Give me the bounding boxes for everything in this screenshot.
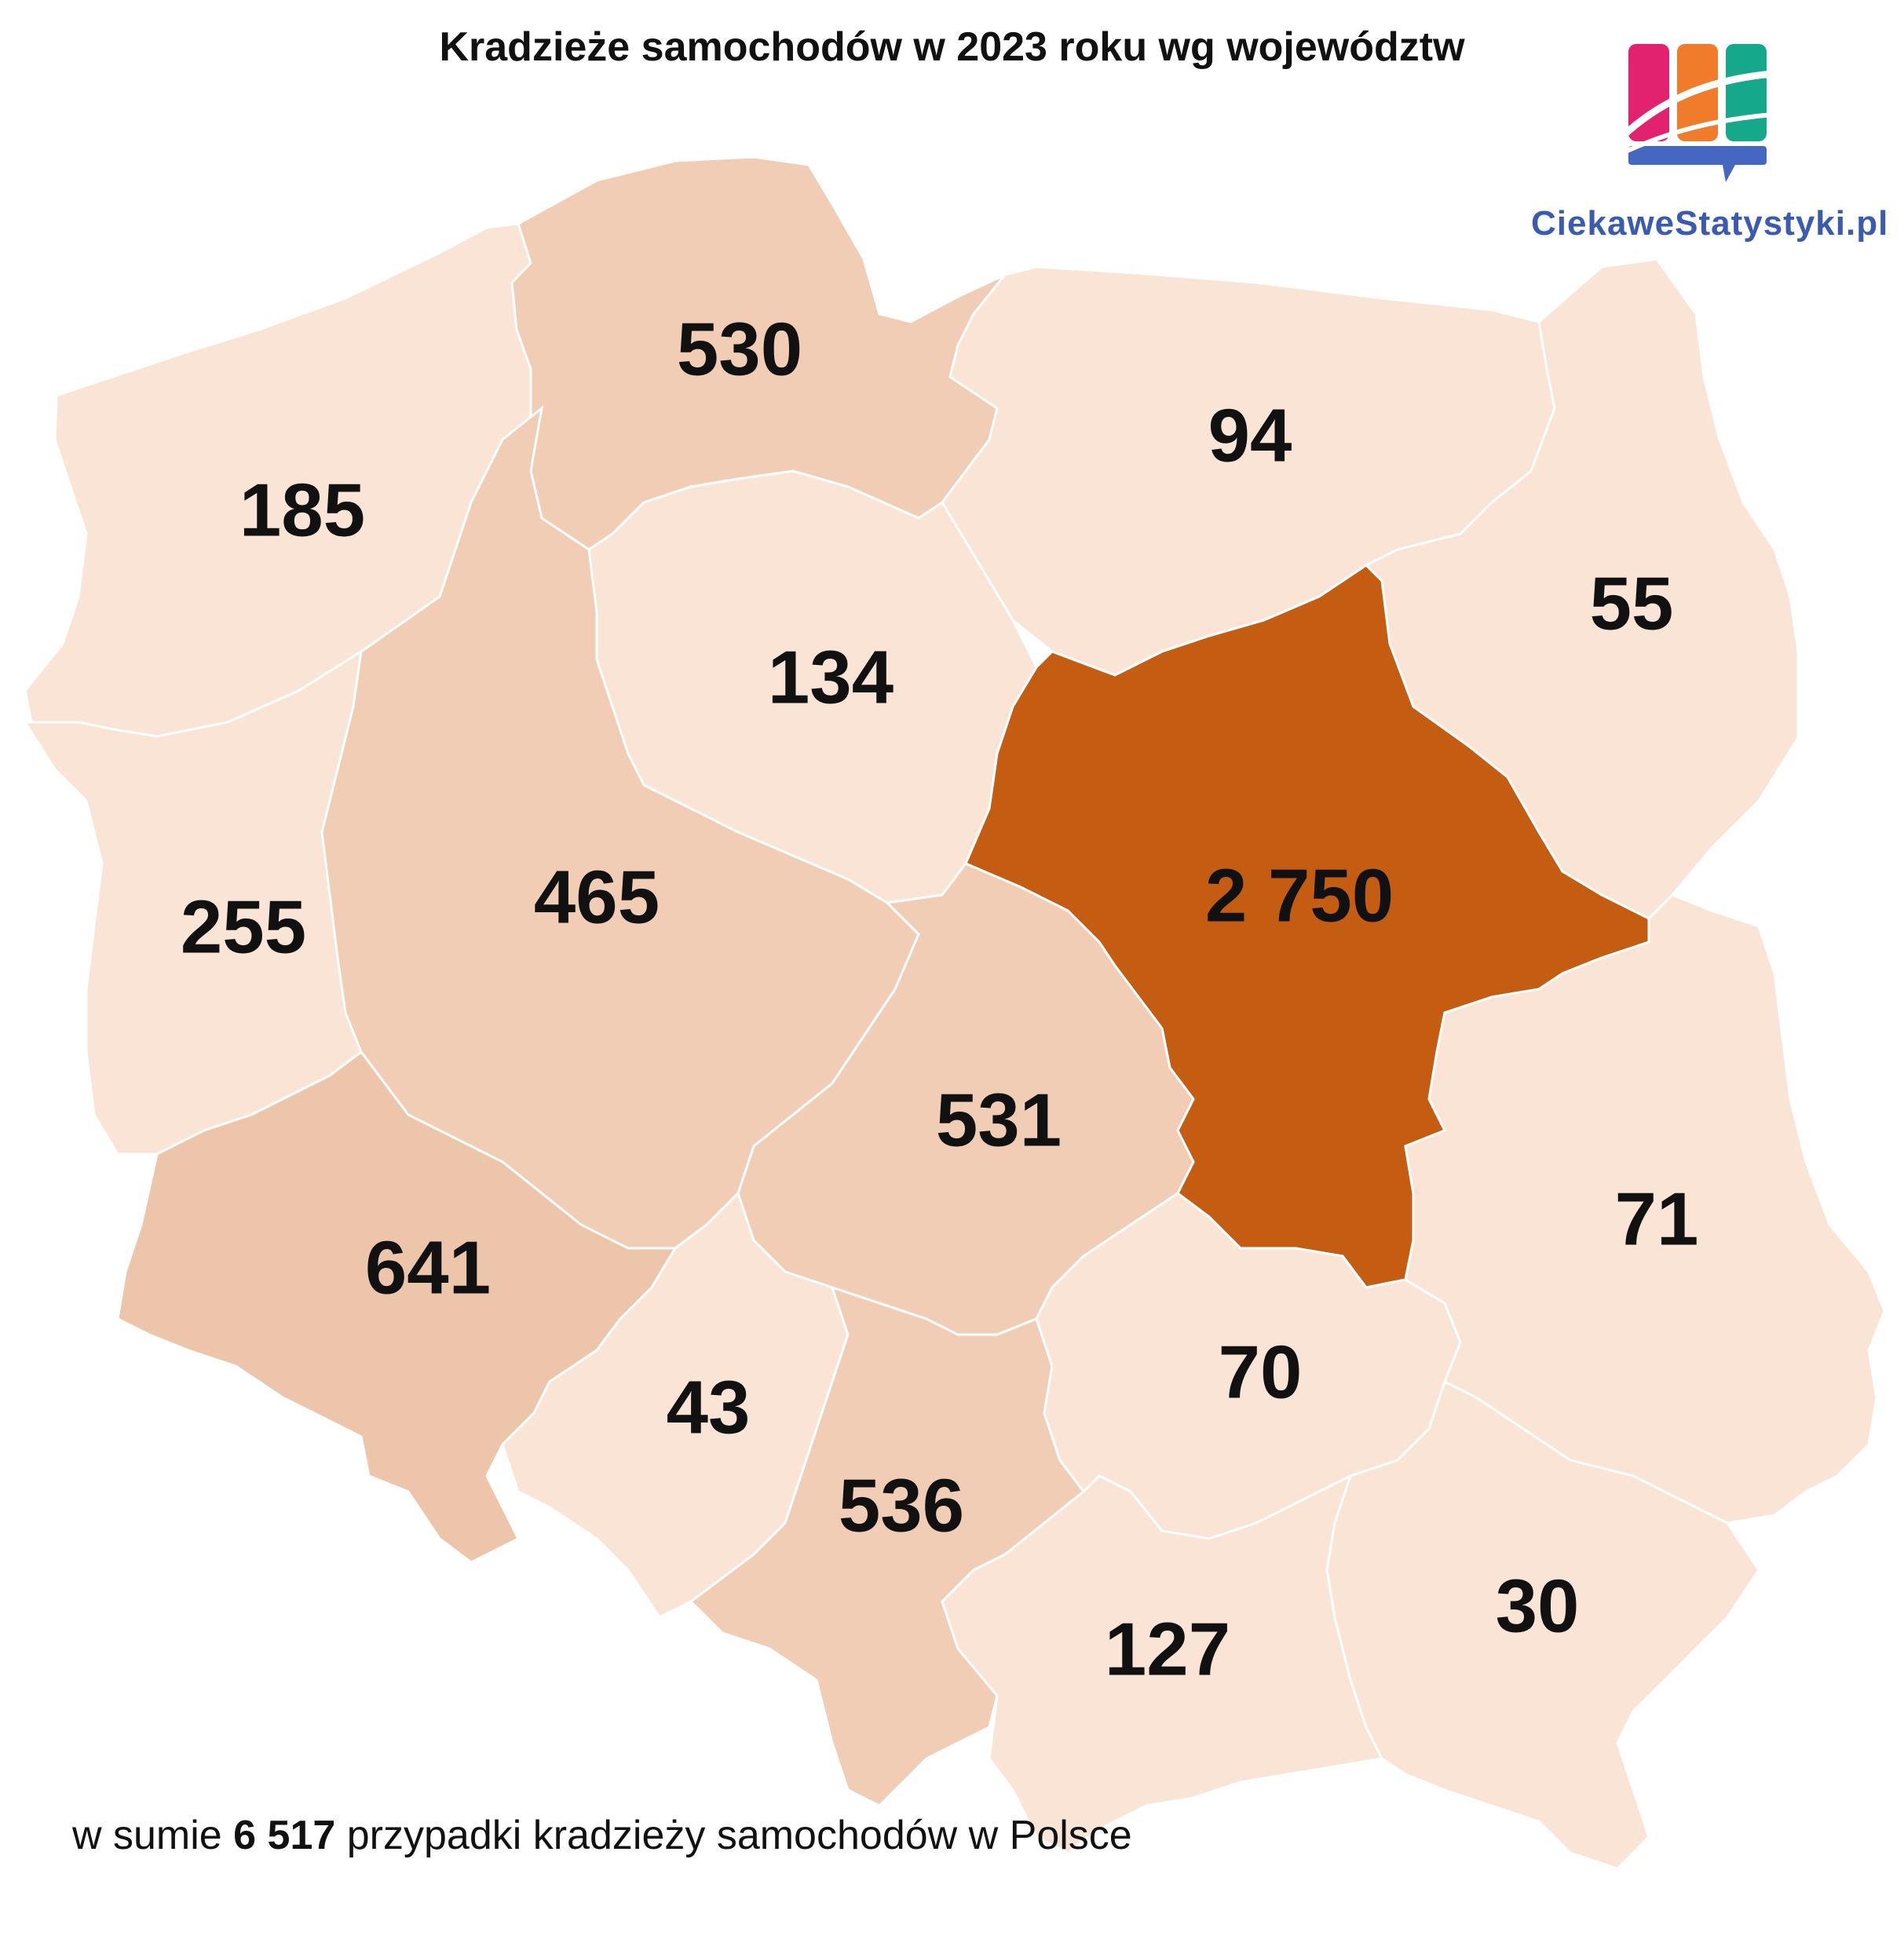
footer-total: 6 517 xyxy=(233,1813,336,1858)
value-label-podkarpackie: 30 xyxy=(1496,1564,1580,1648)
value-label-pomorskie: 530 xyxy=(677,307,802,391)
footer-prefix: w sumie xyxy=(72,1813,234,1858)
value-label-swietokrzyskie: 70 xyxy=(1219,1330,1303,1414)
value-label-podlaskie: 55 xyxy=(1590,561,1674,645)
value-label-kujawsko-pomorskie: 134 xyxy=(768,635,894,719)
logo-icon xyxy=(1619,44,1774,182)
value-label-lubelskie: 71 xyxy=(1615,1177,1699,1261)
logo-text: CiekaweStatystyki.pl xyxy=(1531,204,1889,243)
value-label-opolskie: 43 xyxy=(667,1365,751,1449)
value-label-warminsko-mazurskie: 94 xyxy=(1208,393,1292,477)
value-label-slaskie: 536 xyxy=(839,1463,964,1547)
value-label-malopolskie: 127 xyxy=(1105,1607,1230,1691)
footer-suffix: przypadki kradzieży samochodów w Polsce xyxy=(335,1813,1132,1858)
value-label-mazowieckie: 2 750 xyxy=(1205,853,1394,937)
value-label-dolnoslaskie: 641 xyxy=(365,1225,491,1309)
value-label-lubuskie: 255 xyxy=(181,885,306,969)
region-podkarpackie[interactable] xyxy=(1325,1379,1760,1870)
map-title: Kradzieże samochodów w 2023 roku wg woje… xyxy=(439,24,1465,70)
footer-summary: w sumie 6 517 przypadki kradzieży samoch… xyxy=(72,1812,1132,1859)
value-label-wielkopolskie: 465 xyxy=(534,855,660,939)
value-label-lodzkie: 531 xyxy=(936,1078,1062,1162)
value-label-zachodniopomorskie: 185 xyxy=(239,468,365,552)
